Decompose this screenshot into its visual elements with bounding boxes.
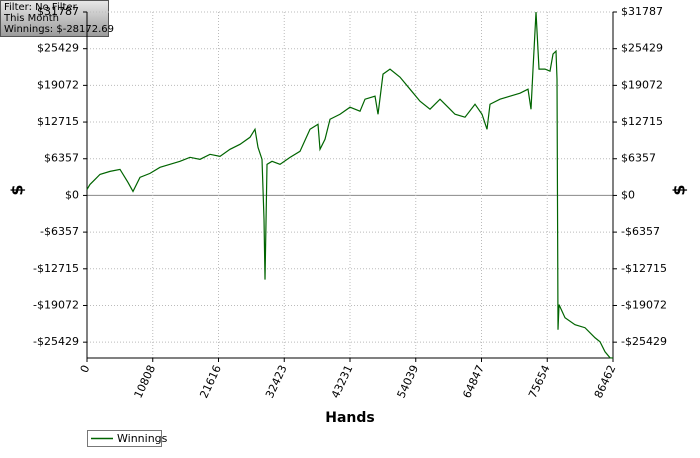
y2-tick-label: $19072 xyxy=(621,78,663,91)
x-tick-label: 32423 xyxy=(263,363,290,400)
y2-tick-label: $0 xyxy=(621,188,635,201)
y2-tick-label: $25429 xyxy=(621,42,663,55)
y-tick-label: $25429 xyxy=(37,42,79,55)
y-tick-label: -$12715 xyxy=(33,262,79,275)
y-tick-label: $6357 xyxy=(44,152,79,165)
legend-frame xyxy=(87,430,162,447)
info-box-frame xyxy=(0,0,109,37)
y2-tick-label: $6357 xyxy=(621,152,656,165)
x-axis-label: Hands xyxy=(325,410,375,426)
x-tick-label: 64847 xyxy=(460,363,487,400)
y-tick-label: -$25429 xyxy=(33,335,79,348)
x-tick-label: 0 xyxy=(78,363,93,375)
x-tick-label: 21616 xyxy=(197,363,224,400)
x-tick-label: 54039 xyxy=(395,363,422,400)
legend: Winnings xyxy=(87,430,168,447)
info-box: Filter: No Filter This Month Winnings: $… xyxy=(0,0,114,37)
y2-tick-label: -$6357 xyxy=(621,225,660,238)
info-line: Filter: No Filter xyxy=(4,2,78,13)
y-tick-label: $12715 xyxy=(37,115,79,128)
y-tick-label: -$19072 xyxy=(33,298,79,311)
y2-tick-label: -$12715 xyxy=(621,262,667,275)
y-tick-label: -$6357 xyxy=(40,225,79,238)
legend-label: Winnings xyxy=(117,432,168,445)
info-line: Winnings: $-28172.69 xyxy=(4,24,114,35)
y-tick-label: $19072 xyxy=(37,78,79,91)
y2-tick-label: $12715 xyxy=(621,115,663,128)
x-tick-label: 43231 xyxy=(329,363,356,400)
y2-axis-label: $ xyxy=(670,184,689,195)
y-tick-label: $31787 xyxy=(37,5,79,18)
y2-tick-label: $31787 xyxy=(621,5,663,18)
x-tick-label: 75654 xyxy=(526,363,553,400)
info-line: This Month xyxy=(3,13,59,24)
y2-tick-label: -$25429 xyxy=(621,335,667,348)
series-line xyxy=(86,11,614,359)
x-tick-label: 10808 xyxy=(132,363,159,400)
x-tick-label: 86462 xyxy=(592,363,619,400)
y-axis-label: $ xyxy=(8,184,27,195)
y-tick-label: $0 xyxy=(65,188,79,201)
y2-tick-label: -$19072 xyxy=(621,298,667,311)
